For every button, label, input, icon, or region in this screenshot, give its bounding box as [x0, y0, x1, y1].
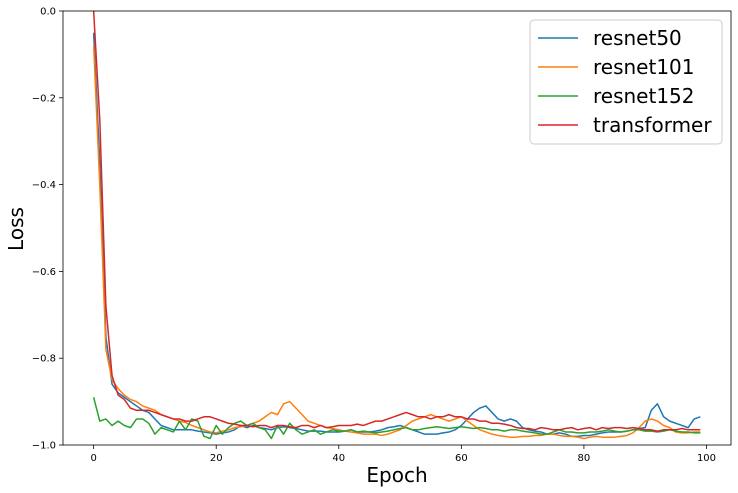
y-axis: 0.0 −0.2 −0.4 −0.6 −0.8 −1.0 [32, 7, 63, 452]
y-tick-label: −1.0 [32, 441, 56, 452]
series-line-resnet50 [92, 32, 701, 438]
x-tick-label: 60 [455, 453, 468, 464]
x-axis: 0 20 40 60 80 100 [90, 445, 716, 464]
x-tick-label: 100 [697, 453, 716, 464]
y-tick-label: −0.8 [32, 354, 56, 365]
x-tick-label: 0 [90, 453, 96, 464]
series-line-resnet101 [92, 45, 701, 440]
y-tick-label: −0.4 [32, 180, 56, 191]
x-tick-label: 40 [332, 453, 345, 464]
legend-label-resnet152: resnet152 [593, 84, 695, 108]
y-tick-label: 0.0 [40, 7, 56, 18]
series-line-transformer [92, 10, 701, 432]
x-axis-label: Epoch [366, 463, 427, 487]
legend-label-resnet101: resnet101 [593, 55, 695, 79]
y-tick-label: −0.2 [32, 93, 56, 104]
legend-label-resnet50: resnet50 [593, 26, 682, 50]
x-tick-label: 20 [210, 453, 223, 464]
y-axis-label: Loss [4, 207, 28, 251]
legend-label-transformer: transformer [593, 113, 712, 137]
plot-frame [62, 10, 732, 446]
legend: resnet50 resnet101 resnet152 transformer [529, 19, 723, 145]
legend-box [529, 19, 723, 145]
series-layer [92, 10, 701, 440]
y-tick-label: −0.6 [32, 267, 56, 278]
x-tick-label: 80 [578, 453, 591, 464]
